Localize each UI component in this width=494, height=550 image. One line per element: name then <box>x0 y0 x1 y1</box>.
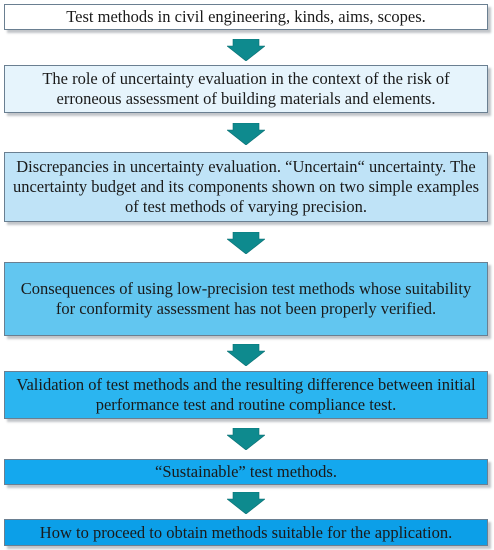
step-4-box: Consequences of using low-precision test… <box>4 262 488 336</box>
step-7-text: How to proceed to obtain methods suitabl… <box>39 522 453 542</box>
down-arrow-icon <box>227 123 265 145</box>
step-6-text: “Sustainable” test methods. <box>155 462 337 481</box>
step-5-box: Validation of test methods and the resul… <box>4 371 488 419</box>
down-arrow-icon <box>227 232 265 254</box>
step-7-box: How to proceed to obtain methods suitabl… <box>4 519 488 546</box>
step-2-text: The role of uncertainty evaluation in th… <box>42 69 450 108</box>
down-arrow-icon <box>227 39 265 61</box>
step-2-box: The role of uncertainty evaluation in th… <box>4 65 488 113</box>
step-1-text: Test methods in civil engineering, kinds… <box>66 7 426 26</box>
step-4-text: Consequences of using low-precision test… <box>20 279 472 318</box>
step-6-box: “Sustainable” test methods. <box>4 459 488 485</box>
step-3-box: Discrepancies in uncertainty evaluation.… <box>4 152 488 222</box>
down-arrow-icon <box>227 428 265 450</box>
down-arrow-icon <box>227 492 265 514</box>
step-3-text: Discrepancies in uncertainty evaluation.… <box>12 157 480 216</box>
down-arrow-icon <box>227 344 265 366</box>
step-1-box: Test methods in civil engineering, kinds… <box>4 4 488 30</box>
step-5-text: Validation of test methods and the resul… <box>16 375 476 414</box>
